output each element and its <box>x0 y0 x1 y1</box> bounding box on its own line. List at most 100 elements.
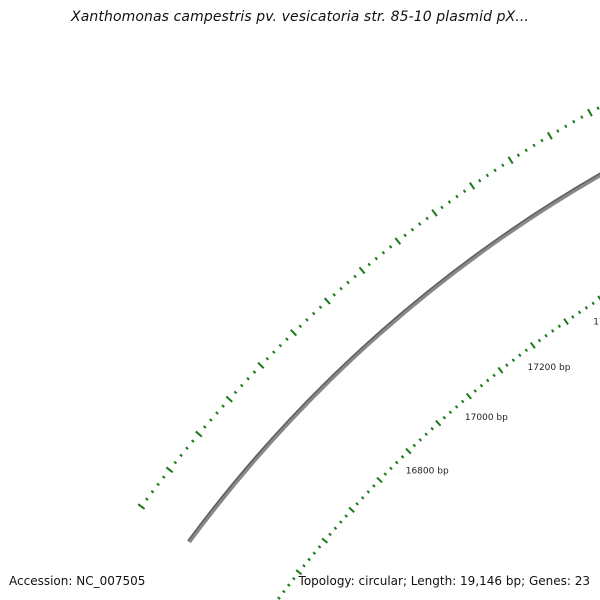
outer-minor-tick <box>191 439 195 443</box>
outer-minor-tick <box>388 245 393 249</box>
inner-minor-tick <box>577 310 582 315</box>
scale-label: 17000 bp <box>465 413 508 423</box>
inner-minor-tick <box>486 378 490 383</box>
inner-major-tick <box>376 476 383 484</box>
outer-minor-tick <box>580 115 584 119</box>
inner-minor-tick <box>333 526 338 530</box>
outer-minor-tick <box>156 482 160 487</box>
inner-minor-tick <box>460 399 465 404</box>
outer-minor-tick <box>493 168 497 173</box>
inner-minor-tick <box>389 466 393 471</box>
outer-major-tick <box>431 209 438 217</box>
outer-minor-tick <box>367 262 371 267</box>
inner-major-tick <box>529 341 536 349</box>
outer-major-tick <box>507 156 514 165</box>
inner-minor-tick <box>355 502 359 506</box>
inner-minor-tick <box>544 333 548 338</box>
outer-minor-tick <box>485 173 490 178</box>
outer-minor-tick <box>346 280 350 285</box>
outer-major-tick <box>290 329 298 337</box>
outer-minor-tick <box>381 250 386 255</box>
inner-major-tick <box>465 392 472 400</box>
outer-major-tick <box>257 361 265 369</box>
outer-major-tick <box>137 503 146 510</box>
inner-minor-tick <box>557 324 562 329</box>
outer-minor-tick <box>564 124 568 129</box>
inner-major-tick <box>497 366 504 374</box>
outer-minor-tick <box>556 129 560 133</box>
outer-major-tick <box>587 108 593 117</box>
scale-label: 17200 bp <box>528 363 571 373</box>
backbone <box>188 174 600 544</box>
outer-major-tick <box>358 266 366 275</box>
outer-minor-tick <box>462 189 467 194</box>
outer-minor-tick <box>161 475 166 479</box>
outer-minor-tick <box>252 370 257 374</box>
outer-minor-tick <box>339 286 343 291</box>
inner-minor-tick <box>442 415 447 420</box>
outer-minor-tick <box>298 324 302 328</box>
outer-minor-tick <box>185 446 189 450</box>
inner-major-tick <box>597 295 600 301</box>
outer-major-tick <box>165 466 174 474</box>
outer-minor-tick <box>278 343 283 348</box>
outer-minor-tick <box>374 256 378 261</box>
inner-minor-tick <box>317 545 322 549</box>
outer-major-tick <box>394 237 402 245</box>
outer-minor-tick <box>596 106 600 110</box>
outer-minor-tick <box>272 350 276 354</box>
inner-minor-tick <box>584 305 589 310</box>
inner-minor-tick <box>473 389 477 393</box>
outer-minor-tick <box>572 119 576 124</box>
inner-major-tick <box>405 447 412 455</box>
inner-minor-tick <box>394 460 399 465</box>
outer-minor-tick <box>318 305 323 310</box>
outer-minor-tick <box>501 163 505 168</box>
inner-minor-tick <box>312 551 317 555</box>
inner-minor-tick <box>537 338 542 343</box>
inner-minor-tick <box>518 353 522 357</box>
backbone-shadow <box>187 172 600 543</box>
inner-minor-tick <box>344 514 348 518</box>
inner-minor-tick <box>571 315 575 319</box>
outer-major-tick <box>323 297 331 305</box>
inner-major-tick <box>435 419 442 427</box>
inner-minor-tick <box>551 329 555 333</box>
inner-minor-tick <box>400 455 405 459</box>
inner-minor-tick <box>424 432 428 436</box>
outer-minor-tick <box>524 148 528 153</box>
inner-minor-tick <box>412 443 417 448</box>
outer-minor-tick <box>179 453 183 458</box>
outer-minor-tick <box>221 404 225 408</box>
outer-minor-tick <box>425 216 429 221</box>
outer-minor-tick <box>233 390 238 395</box>
inner-minor-tick <box>366 490 371 494</box>
inner-minor-tick <box>360 496 365 500</box>
inner-major-tick <box>295 569 303 576</box>
inner-minor-tick <box>328 532 332 537</box>
outer-minor-tick <box>265 356 270 361</box>
outer-minor-tick <box>203 425 207 429</box>
outer-minor-tick <box>418 222 422 226</box>
inner-minor-tick <box>372 484 376 488</box>
inner-minor-tick <box>492 373 496 378</box>
outer-minor-tick <box>455 194 459 199</box>
outer-major-tick <box>225 395 233 403</box>
inner-minor-tick <box>338 520 343 524</box>
inner-minor-tick <box>430 426 434 431</box>
outer-minor-tick <box>311 311 316 316</box>
outer-minor-tick <box>332 293 336 297</box>
outer-minor-tick <box>285 337 289 341</box>
inner-minor-tick <box>307 557 311 562</box>
inner-minor-tick <box>302 564 306 568</box>
outer-minor-tick <box>246 377 250 381</box>
outer-minor-tick <box>173 460 178 465</box>
inner-minor-tick <box>454 405 459 409</box>
outer-minor-tick <box>305 318 309 322</box>
scale-label: 16800 bp <box>406 466 449 476</box>
outer-minor-tick <box>209 418 213 422</box>
outer-minor-tick <box>532 143 536 148</box>
outer-minor-tick <box>440 205 444 210</box>
outer-minor-tick <box>353 274 357 279</box>
